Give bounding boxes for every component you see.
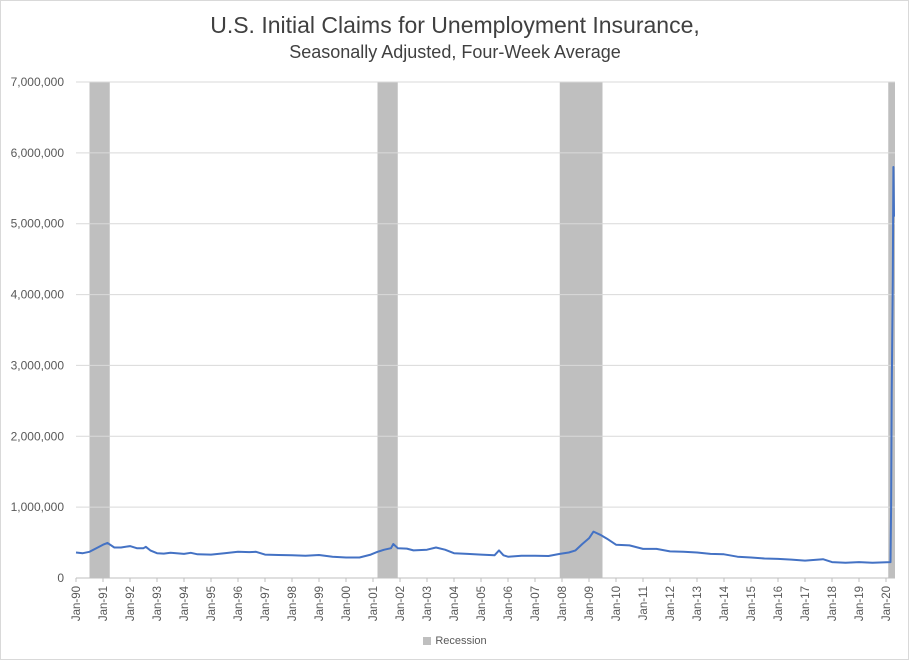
x-tick-label-2: Jan-92	[125, 586, 137, 621]
y-tick-label-5: 5,000,000	[11, 217, 65, 231]
x-tick-label-12: Jan-02	[395, 586, 407, 621]
x-tick-label-21: Jan-11	[638, 586, 650, 620]
x-tick-label-9: Jan-99	[314, 586, 326, 621]
x-tick-label-27: Jan-17	[800, 586, 812, 621]
x-tick-label-3: Jan-93	[152, 586, 164, 621]
y-tick-label-4: 4,000,000	[11, 288, 65, 302]
x-tick-label-23: Jan-13	[692, 586, 704, 621]
legend-swatch-recession	[423, 637, 432, 645]
x-tick-label-5: Jan-95	[206, 586, 218, 621]
x-tick-label-20: Jan-10	[611, 586, 623, 621]
x-tick-label-1: Jan-91	[98, 586, 110, 621]
x-tick-label-0: Jan-90	[71, 586, 83, 621]
x-tick-label-30: Jan-20	[881, 586, 893, 621]
recession-band-1	[377, 82, 398, 578]
x-tick-label-15: Jan-05	[476, 586, 488, 621]
y-tick-label-2: 2,000,000	[11, 429, 65, 443]
legend-label-recession: Recession	[435, 635, 487, 647]
chart-title: U.S. Initial Claims for Unemployment Ins…	[210, 12, 700, 38]
x-tick-label-6: Jan-96	[233, 586, 245, 621]
x-tick-label-4: Jan-94	[179, 585, 191, 621]
series-line-0	[75, 166, 895, 564]
chart-subtitle: Seasonally Adjusted, Four-Week Average	[289, 42, 621, 62]
recession-bands	[89, 82, 895, 578]
x-tick-label-24: Jan-14	[719, 585, 731, 621]
y-axis-ticks: 0 1,000,000 2,000,000 3,000,000 4,000,000 5,0…	[11, 75, 65, 585]
x-tick-label-19: Jan-09	[584, 586, 596, 621]
y-tick-label-3: 3,000,000	[11, 358, 65, 372]
recession-band-0	[89, 82, 110, 578]
x-tick-label-28: Jan-18	[827, 586, 839, 621]
x-tick-label-11: Jan-01	[368, 586, 380, 621]
series	[75, 166, 895, 564]
legend: Recession	[0, 635, 910, 647]
y-tick-label-1: 1,000,000	[11, 500, 65, 514]
x-axis-ticks: Jan-90 Jan-91 Jan-92 Jan-93 Jan-94 Jan-95 Jan-…	[71, 578, 893, 621]
x-tick-label-25: Jan-15	[746, 586, 758, 621]
recession-band-2	[559, 82, 603, 578]
x-tick-label-29: Jan-19	[854, 586, 866, 621]
x-tick-label-13: Jan-03	[422, 586, 434, 621]
x-tick-label-26: Jan-16	[773, 586, 785, 621]
x-tick-label-8: Jan-98	[287, 586, 299, 621]
y-tick-label-6: 6,000,000	[11, 146, 65, 160]
x-tick-label-17: Jan-07	[530, 586, 542, 621]
grid-lines	[76, 81, 895, 579]
x-tick-label-10: Jan-00	[341, 586, 353, 621]
y-tick-label-7: 7,000,000	[11, 75, 65, 89]
x-tick-label-14: Jan-04	[449, 585, 461, 621]
x-tick-label-7: Jan-97	[260, 586, 272, 621]
x-tick-label-16: Jan-06	[503, 586, 515, 621]
x-tick-label-18: Jan-08	[557, 586, 569, 621]
y-tick-label-0: 0	[57, 571, 64, 585]
x-tick-label-22: Jan-12	[665, 586, 677, 621]
